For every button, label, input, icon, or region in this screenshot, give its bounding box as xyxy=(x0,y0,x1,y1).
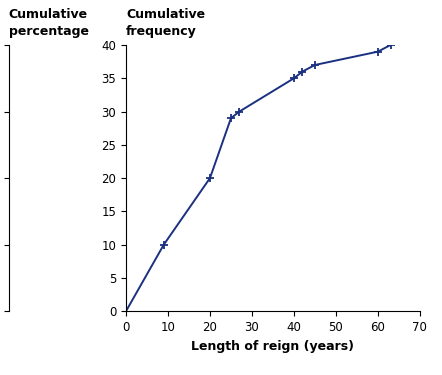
Text: Cumulative
percentage: Cumulative percentage xyxy=(9,9,89,38)
Text: Cumulative
frequency: Cumulative frequency xyxy=(126,9,205,38)
X-axis label: Length of reign (years): Length of reign (years) xyxy=(191,339,354,352)
